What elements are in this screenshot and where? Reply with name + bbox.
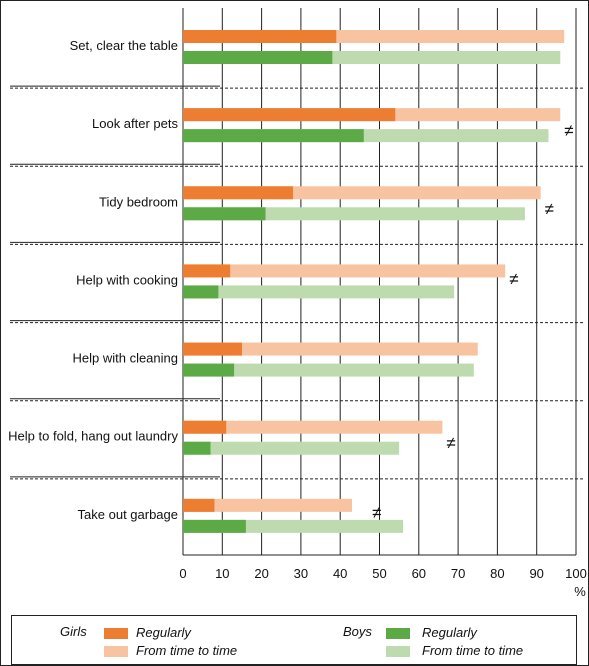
bar-boys-from-time-to-time: [183, 207, 525, 221]
bar-boys-regularly: [183, 51, 333, 64]
x-tick-label: 90: [529, 566, 543, 581]
legend-boys-label: Boys: [343, 624, 372, 639]
bar-girls-regularly: [183, 186, 294, 200]
significance-marker: ≠: [509, 269, 518, 288]
bar-girls-regularly: [183, 342, 242, 356]
legend-girls-regularly: Regularly: [136, 625, 192, 640]
bar-boys-from-time-to-time: [183, 363, 474, 377]
x-axis-ticks: 0 10 20 30 40 50 60 70 80 90 100: [179, 566, 586, 581]
bar-girls-regularly: [183, 264, 231, 278]
x-tick-label: 50: [372, 566, 386, 581]
legend-girls-from-time-to-time: From time to time: [136, 643, 237, 658]
bar-girls-regularly: [183, 498, 215, 512]
bar-boys-regularly: [183, 519, 246, 533]
category-label: Help with cleaning: [72, 351, 178, 366]
bar-boys-regularly: [183, 285, 219, 299]
x-tick-label: 60: [412, 566, 426, 581]
category-label: Help with cooking: [76, 272, 178, 287]
grid-lines: [182, 8, 577, 556]
legend-boys-regularly: Regularly: [422, 625, 478, 640]
category-label: Take out garbage: [78, 507, 178, 522]
legend-girls-label: Girls: [60, 624, 87, 639]
bar-boys-regularly: [183, 129, 364, 143]
category-separators: [10, 85, 584, 480]
bar-boys-from-time-to-time: [183, 441, 400, 455]
legend-swatch-girls-regularly: [104, 628, 128, 639]
bar-girls-regularly: [183, 30, 337, 43]
category-label: Tidy bedroom: [99, 194, 178, 209]
x-tick-label: 10: [215, 566, 229, 581]
bar-girls-from-time-to-time: [183, 264, 506, 278]
bar-boys-regularly: [183, 441, 211, 455]
significance-marker: ≠: [372, 503, 381, 522]
category-labels: Set, clear the table Look after pets Tidy …: [8, 38, 178, 522]
bar-girls-from-time-to-time: [183, 420, 443, 434]
bar-girls-from-time-to-time: [183, 498, 352, 512]
x-tick-label: 100: [565, 566, 587, 581]
bar-boys-from-time-to-time: [183, 285, 455, 299]
significance-marker: ≠: [564, 121, 573, 140]
category-label: Help to fold, hang out laundry: [8, 429, 178, 444]
bar-boys-regularly: [183, 207, 266, 221]
x-tick-label: 70: [451, 566, 465, 581]
legend-swatch-boys-from-time-to-time: [386, 646, 410, 657]
legend-swatch-boys-regularly: [386, 628, 410, 639]
x-tick-label: 30: [294, 566, 308, 581]
category-label: Look after pets: [92, 116, 178, 131]
legend: Girls Regularly From time to time Boys R…: [11, 615, 577, 665]
legend-swatch-girls-from-time-to-time: [104, 646, 128, 657]
x-tick-label: 0: [179, 566, 186, 581]
bar-girls-regularly: [183, 420, 227, 434]
bars-group: ≠ ≠ ≠ ≠ ≠: [183, 30, 574, 533]
significance-marker: ≠: [446, 434, 455, 453]
bar-boys-regularly: [183, 363, 235, 377]
x-axis-unit: %: [574, 584, 586, 599]
x-tick-label: 40: [333, 566, 347, 581]
x-tick-label: 20: [254, 566, 268, 581]
legend-boys-from-time-to-time: From time to time: [422, 643, 523, 658]
significance-marker: ≠: [545, 199, 554, 218]
bar-girls-regularly: [183, 108, 396, 122]
bar-girls-from-time-to-time: [183, 342, 478, 356]
category-label: Set, clear the table: [70, 38, 178, 53]
x-tick-label: 80: [490, 566, 504, 581]
